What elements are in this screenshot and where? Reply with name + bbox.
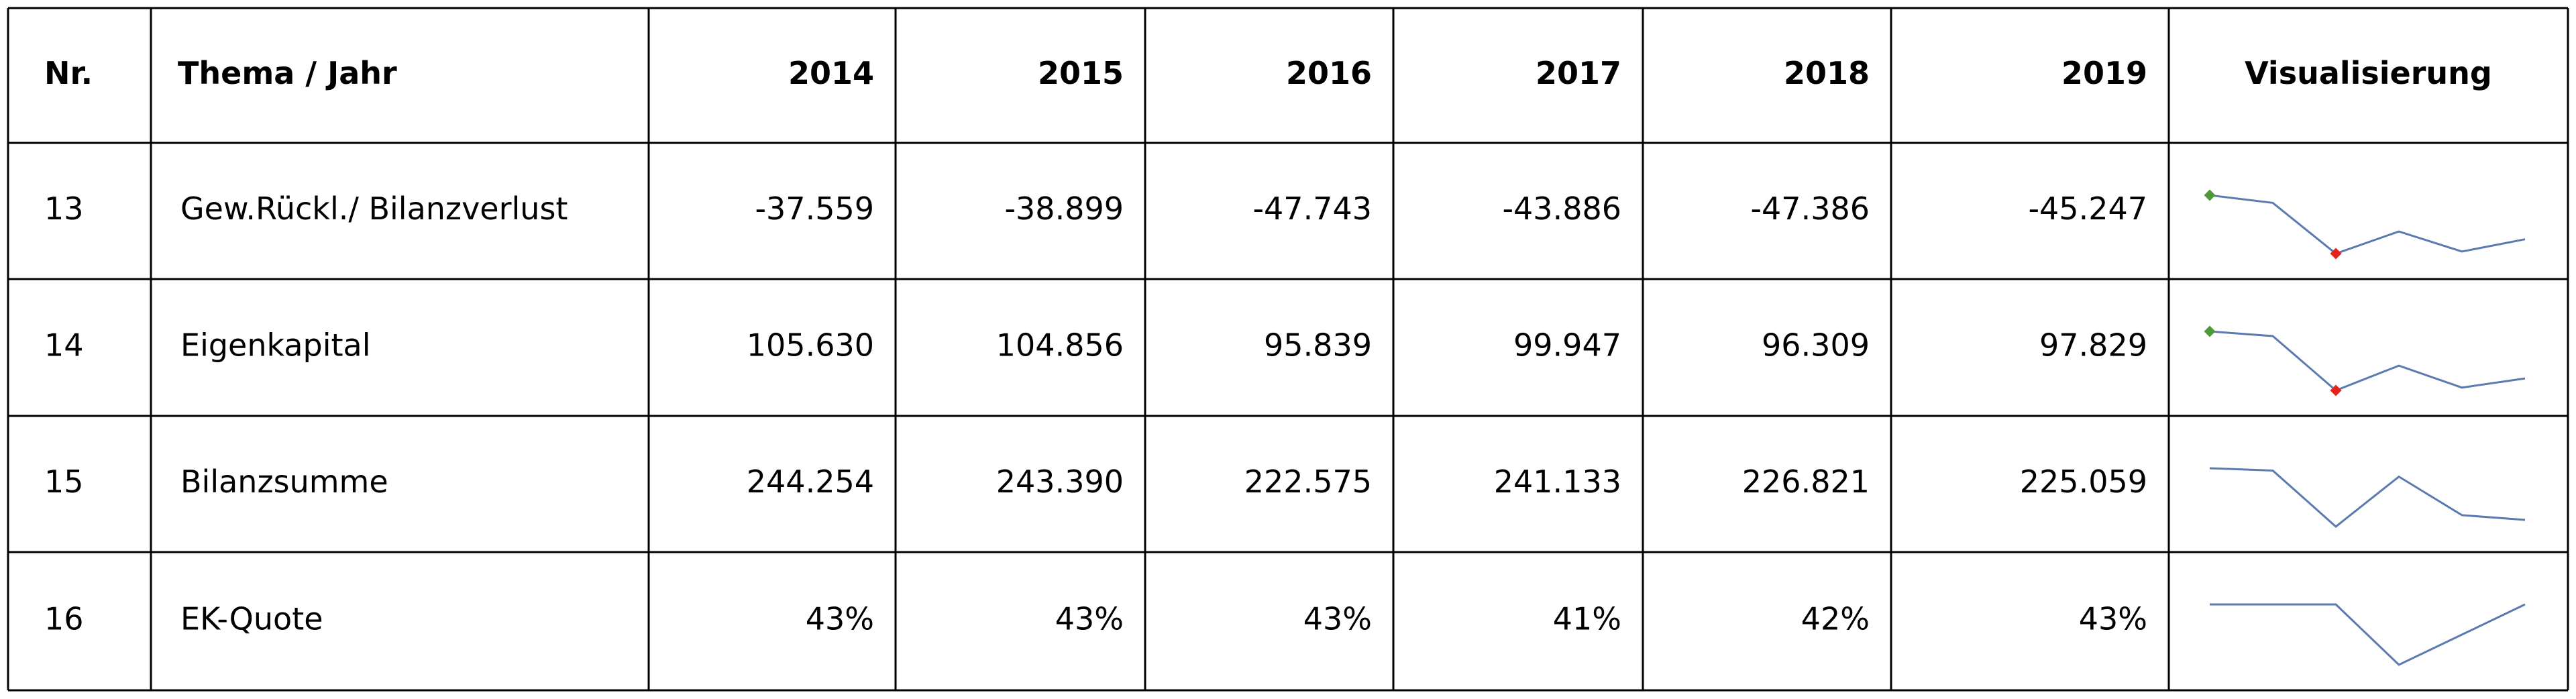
value-cell: -47.386 — [1750, 191, 1870, 227]
value-cell: 96.309 — [1762, 327, 1870, 364]
value-cell: 222.575 — [1244, 464, 1372, 500]
header-cell: Nr. — [44, 55, 93, 91]
header-cell: 2015 — [1038, 55, 1124, 91]
value-cell: 43% — [1303, 601, 1372, 637]
value-cell: -43.886 — [1502, 191, 1621, 227]
row-label: EK-Quote — [180, 601, 323, 637]
header-cell: Thema / Jahr — [178, 55, 397, 91]
header-cell: 2019 — [2061, 55, 2147, 91]
row-label: Gew.Rückl./ Bilanzverlust — [180, 191, 568, 227]
value-cell: 97.829 — [2039, 327, 2147, 364]
value-cell: 105.630 — [747, 327, 874, 364]
high-point — [2204, 189, 2216, 201]
row-number: 13 — [44, 191, 84, 227]
value-cell: 95.839 — [1264, 327, 1372, 364]
header-cell: 2018 — [1784, 55, 1870, 91]
header-cell: 2014 — [788, 55, 874, 91]
sparkline — [2209, 194, 2526, 255]
value-cell: 104.856 — [996, 327, 1124, 364]
value-cell: 43% — [806, 601, 874, 637]
sparkline — [2210, 603, 2526, 666]
value-cell: -37.559 — [755, 191, 874, 227]
value-cell: 243.390 — [996, 464, 1124, 500]
row-number: 15 — [44, 464, 84, 500]
value-cell: -47.743 — [1252, 191, 1372, 227]
row-number: 14 — [44, 327, 84, 364]
value-cell: 43% — [2079, 601, 2147, 637]
row-label: Eigenkapital — [180, 327, 371, 364]
header-cell: Visualisierung — [2245, 55, 2492, 91]
value-cell: 42% — [1801, 601, 1870, 637]
value-cell: -45.247 — [2028, 191, 2147, 227]
value-cell: 225.059 — [2020, 464, 2147, 500]
value-cell: 43% — [1055, 601, 1124, 637]
value-cell: 226.821 — [1742, 464, 1870, 500]
value-cell: 241.133 — [1494, 464, 1621, 500]
row-label: Bilanzsumme — [180, 464, 388, 500]
value-cell: 41% — [1553, 601, 1621, 637]
header-cell: 2016 — [1286, 55, 1372, 91]
sparkline — [2209, 330, 2526, 392]
row-number: 16 — [44, 601, 84, 637]
sparkline — [2209, 467, 2526, 528]
value-cell: -38.899 — [1004, 191, 1124, 227]
low-point — [2330, 384, 2342, 396]
value-cell: 99.947 — [1513, 327, 1621, 364]
value-cell: 244.254 — [747, 464, 874, 500]
header-cell: 2017 — [1536, 55, 1621, 91]
high-point — [2204, 325, 2216, 337]
